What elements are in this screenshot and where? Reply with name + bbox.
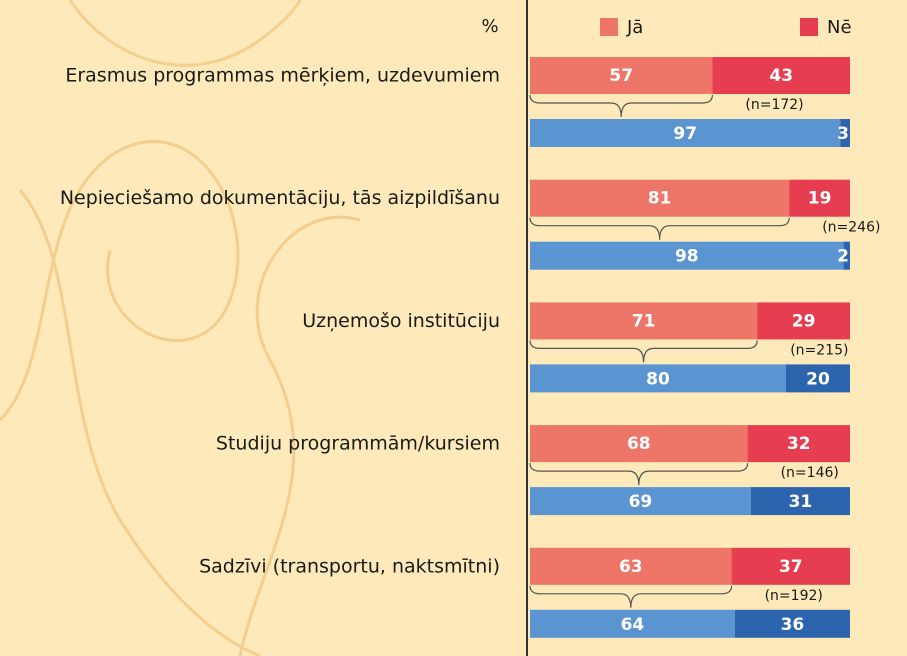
sample-size: (n=215) — [790, 342, 848, 358]
legend-label: Jā — [626, 17, 643, 38]
category-label: Uzņemošo institūciju — [302, 310, 500, 332]
value-label: 57 — [609, 66, 633, 86]
value-label: 43 — [769, 66, 793, 86]
chart: % Jā Nē Erasmus programmas mērķiem, uzdevu… — [0, 0, 907, 656]
sample-size: (n=192) — [765, 588, 823, 604]
category-label: Sadzīvi (transportu, naktsmītni) — [199, 555, 500, 577]
axis-label: % — [481, 16, 498, 37]
value-label: 37 — [779, 557, 803, 577]
value-label: 32 — [787, 434, 811, 454]
value-label: 80 — [646, 369, 670, 389]
brace — [530, 586, 732, 608]
category-label: Nepieciešamo dokumentāciju, tās aizpildī… — [60, 187, 500, 209]
value-label: 81 — [648, 189, 672, 209]
value-label: 31 — [789, 492, 813, 512]
value-label: 63 — [619, 557, 643, 577]
category-label: Studiju programmām/kursiem — [216, 433, 500, 455]
value-label: 98 — [675, 247, 699, 267]
brace — [530, 463, 748, 485]
brace — [530, 95, 712, 117]
value-label: 3 — [837, 124, 849, 144]
legend-label: Nē — [827, 17, 852, 38]
value-label: 68 — [627, 434, 651, 454]
sample-size: (n=146) — [781, 465, 839, 481]
brace — [530, 218, 789, 240]
value-label: 97 — [673, 124, 697, 144]
sample-size: (n=246) — [822, 220, 880, 236]
value-label: 20 — [806, 369, 830, 389]
value-label: 71 — [632, 311, 656, 331]
value-label: 69 — [629, 492, 653, 512]
legend-swatch — [800, 18, 818, 36]
value-label: 29 — [792, 311, 816, 331]
category-label: Erasmus programmas mērķiem, uzdevumiem — [65, 65, 500, 87]
sample-size: (n=172) — [745, 97, 803, 113]
value-label: 2 — [837, 247, 849, 267]
brace — [530, 340, 757, 362]
value-label: 19 — [808, 189, 832, 209]
value-label: 36 — [781, 615, 805, 635]
value-label: 64 — [621, 615, 645, 635]
legend-swatch — [600, 18, 618, 36]
